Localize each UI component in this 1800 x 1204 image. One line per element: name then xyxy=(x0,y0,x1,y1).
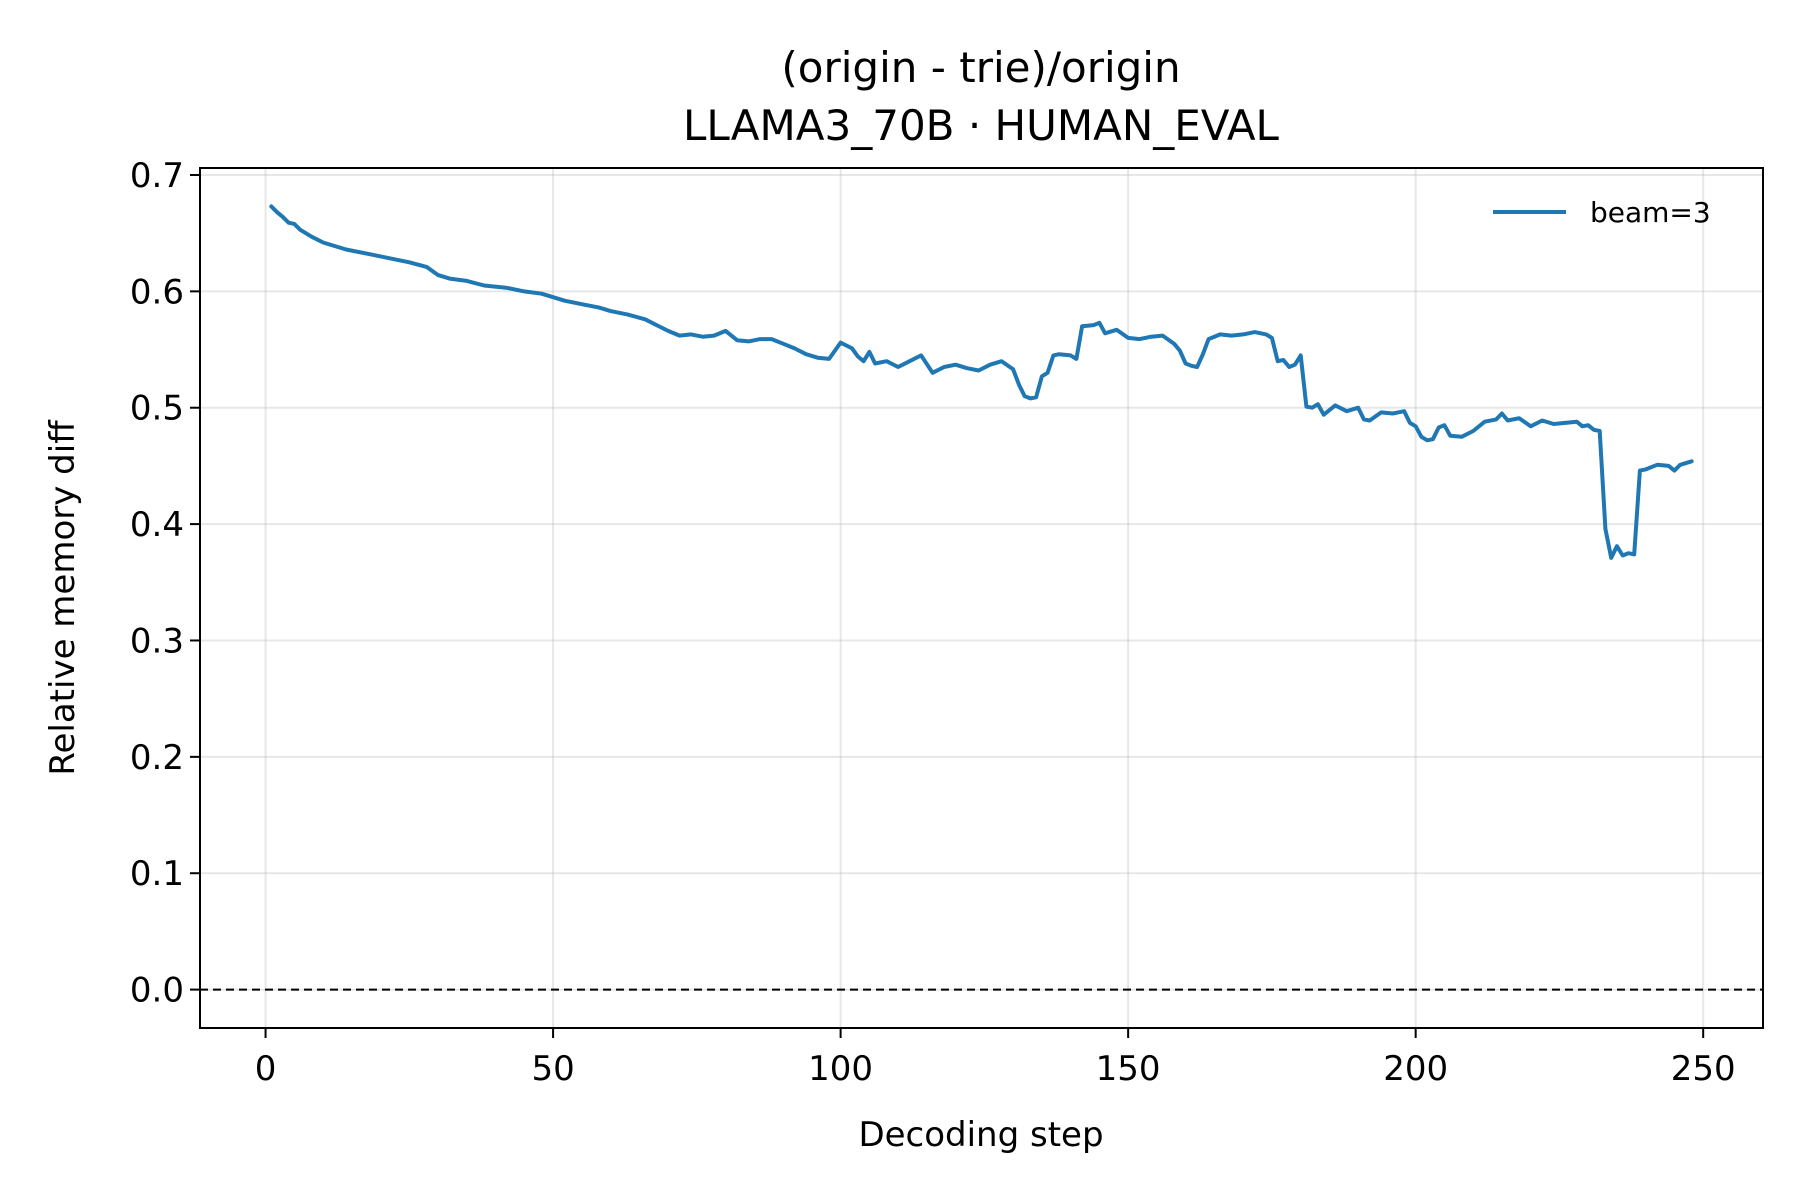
y-axis-label: Relative memory diff xyxy=(43,419,83,776)
y-tick-label: 0.2 xyxy=(130,738,184,778)
y-tick-label: 0.1 xyxy=(130,854,184,894)
chart-title-line-2: LLAMA3_70B · HUMAN_EVAL xyxy=(683,101,1280,150)
x-tick-label: 200 xyxy=(1383,1049,1448,1089)
y-tick-label: 0.5 xyxy=(130,389,184,429)
plot-frame xyxy=(200,168,1763,1028)
series-layer xyxy=(271,206,1691,558)
tick-layer: 0 50 100 150 200 250 0.0 0.1 0.2 0.3 0.4 0.5 0.6 0.7 xyxy=(130,156,1736,1089)
y-tick-label: 0.6 xyxy=(130,272,184,312)
x-tick-label: 250 xyxy=(1671,1049,1736,1089)
y-tick-label: 0.3 xyxy=(130,621,184,661)
series-line-beam-3 xyxy=(271,206,1691,558)
legend: beam=3 xyxy=(1493,196,1711,229)
chart-title-line-1: (origin - trie)/origin xyxy=(781,43,1180,92)
x-tick-label: 0 xyxy=(255,1049,277,1089)
x-tick-label: 50 xyxy=(531,1049,574,1089)
x-tick-label: 100 xyxy=(808,1049,873,1089)
x-axis-label: Decoding step xyxy=(858,1115,1103,1155)
x-tick-label: 150 xyxy=(1096,1049,1161,1089)
y-tick-label: 0.4 xyxy=(130,505,184,545)
legend-label: beam=3 xyxy=(1590,196,1711,229)
y-tick-label: 0.7 xyxy=(130,156,184,196)
grid-layer xyxy=(200,168,1763,1028)
y-tick-label: 0.0 xyxy=(130,971,184,1011)
